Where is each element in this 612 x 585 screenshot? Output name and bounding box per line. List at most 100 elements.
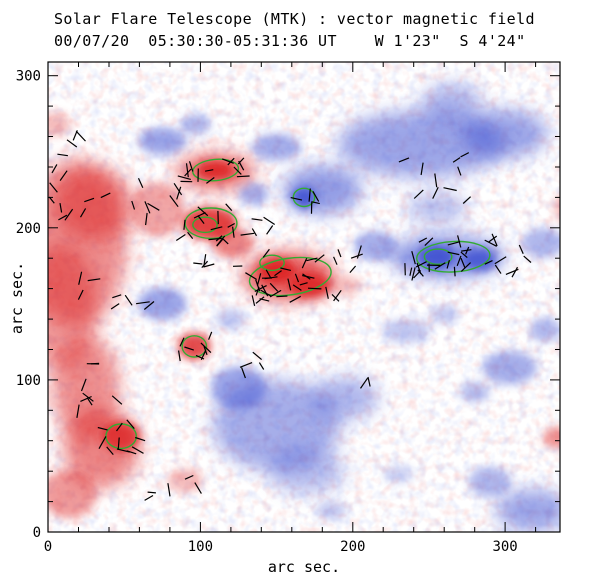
transverse-field-vector	[511, 266, 519, 278]
transverse-field-vector	[241, 367, 246, 379]
transverse-field-vector	[494, 256, 507, 265]
transverse-field-vector	[307, 287, 322, 290]
transverse-field-vector	[76, 404, 80, 418]
transverse-field-vector	[221, 237, 229, 245]
transverse-field-vector	[111, 395, 123, 405]
axes: 0 100 200 300 0 100 200 300	[16, 61, 561, 555]
transverse-field-vector	[266, 225, 274, 235]
transverse-field-vector	[456, 255, 462, 267]
transverse-field-vector	[126, 450, 137, 455]
field-blob	[383, 465, 414, 484]
transverse-field-vector	[302, 274, 315, 279]
field-blob	[268, 448, 346, 495]
transverse-field-vector	[110, 303, 120, 310]
transverse-field-vector	[227, 222, 235, 228]
transverse-field-vector	[131, 200, 136, 210]
transverse-field-vector	[457, 166, 462, 176]
transverse-field-vector	[350, 253, 363, 259]
transverse-field-vector	[75, 130, 86, 142]
transverse-field-vector	[413, 189, 424, 199]
transverse-field-vector	[82, 392, 94, 402]
transverse-field-vector	[97, 426, 108, 431]
transverse-field-vector	[167, 483, 171, 497]
transverse-field-vector	[424, 237, 434, 247]
transverse-field-vector	[204, 169, 214, 172]
x-axis-label: arc sec.	[267, 558, 341, 576]
transverse-field-vector	[461, 249, 472, 252]
transverse-field-vector	[58, 214, 68, 221]
transverse-field-vector	[210, 226, 223, 231]
transverse-field-vector	[460, 251, 468, 259]
field-blob	[529, 317, 560, 342]
transverse-field-vector	[117, 437, 120, 450]
transverse-field-vector	[195, 354, 205, 360]
plot-title: Solar Flare Telescope (MTK) : vector mag…	[54, 10, 535, 28]
field-blob	[311, 376, 379, 420]
field-blob	[101, 421, 141, 452]
transverse-field-vector	[274, 270, 282, 277]
transverse-field-vector	[176, 186, 182, 200]
transverse-field-vector	[86, 397, 93, 406]
transverse-field-vector	[126, 419, 135, 429]
x-tick-label: 200	[340, 539, 365, 555]
transverse-field-vector	[59, 170, 68, 181]
transverse-field-vector	[145, 212, 148, 226]
field-blob	[291, 186, 317, 208]
y-tick-label: 200	[16, 221, 41, 237]
field-blob	[215, 308, 247, 330]
transverse-field-vector	[184, 346, 194, 351]
transverse-field-vector	[254, 285, 267, 292]
transverse-field-vector	[411, 267, 416, 281]
transverse-field-vector	[434, 173, 438, 188]
field-blob	[197, 160, 234, 180]
transverse-field-vector	[112, 294, 122, 299]
field-blob	[459, 381, 490, 403]
transverse-field-vector	[292, 284, 302, 291]
transverse-field-vector	[208, 237, 222, 241]
transverse-field-vector	[333, 289, 342, 302]
transverse-field-vector	[143, 301, 155, 310]
y-tick-label: 300	[16, 69, 41, 85]
transverse-field-vector	[494, 264, 502, 274]
transverse-field-vector	[251, 295, 256, 307]
transverse-field-vector	[100, 192, 111, 199]
transverse-field-vector	[252, 351, 262, 361]
transverse-field-vector	[417, 269, 424, 277]
transverse-field-vector	[280, 267, 292, 271]
transverse-field-vector	[147, 491, 156, 494]
field-blob	[337, 110, 506, 178]
transverse-field-vector	[84, 197, 95, 203]
transverse-field-vector	[276, 295, 288, 298]
field-blob	[137, 127, 187, 155]
transverse-field-vector	[197, 215, 205, 224]
transverse-field-vector	[432, 186, 439, 199]
transverse-field-vector	[434, 262, 446, 270]
transverse-field-vector	[137, 178, 144, 188]
field-blob	[496, 489, 560, 532]
transverse-field-vector	[331, 293, 340, 302]
transverse-field-vector	[131, 446, 144, 454]
y-tick-label: 100	[16, 373, 41, 389]
transverse-field-vector	[251, 218, 263, 221]
field-blob	[354, 230, 397, 262]
transverse-field-vector	[208, 331, 213, 340]
transverse-field-vector	[221, 158, 234, 164]
transverse-field-vector	[173, 182, 183, 196]
plot-subtitle: 00/07/20 05:30:30-05:31:36 UT W 1'23" S …	[54, 32, 526, 50]
transverse-field-vector	[518, 244, 524, 254]
field-blob	[462, 109, 548, 158]
transverse-field-vector	[203, 254, 207, 267]
transverse-field-vector	[462, 196, 472, 204]
transverse-field-vector	[227, 157, 235, 166]
transverse-field-vector	[240, 232, 255, 236]
transverse-field-vector	[185, 163, 189, 178]
transverse-field-vector	[299, 282, 308, 286]
transverse-field-vector	[523, 255, 532, 263]
transverse-field-vector	[446, 260, 450, 269]
transverse-field-vector	[80, 378, 87, 392]
transverse-field-vector	[294, 273, 300, 283]
transverse-field-vector	[57, 153, 68, 157]
strong-field-contour	[416, 240, 491, 273]
field-layers	[48, 62, 560, 532]
